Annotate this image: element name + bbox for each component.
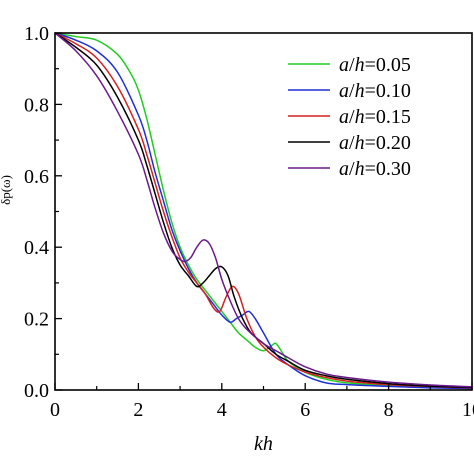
series-line-4 xyxy=(54,32,473,389)
legend-label: a/h=0.20 xyxy=(339,132,411,154)
y-tick-label: 0.8 xyxy=(24,94,49,116)
plot-area xyxy=(54,32,473,390)
legend-label: a/h=0.10 xyxy=(339,80,411,102)
legend: a/h=0.05 a/h=0.10 a/h=0.15 a/h=0.20 a/h=0.30 xyxy=(288,54,411,180)
x-tick-label: 0 xyxy=(50,399,60,421)
y-tick-label: 0.2 xyxy=(24,309,49,331)
x-tick-label: 2 xyxy=(133,399,143,421)
x-axis: 0 2 4 6 8 10 xyxy=(50,383,474,421)
y-tick-label: 0.6 xyxy=(24,166,49,188)
legend-label: a/h=0.15 xyxy=(339,106,411,128)
x-axis-title: kh xyxy=(254,433,273,455)
y-axis-title: δp(ω) xyxy=(0,175,13,205)
x-tick-label: 8 xyxy=(384,399,394,421)
legend-label: a/h=0.30 xyxy=(339,158,411,180)
series-line-2 xyxy=(54,32,473,390)
y-tick-label: 1.0 xyxy=(24,23,49,45)
y-tick-label: 0.4 xyxy=(24,237,49,259)
series-line-5 xyxy=(54,32,473,388)
x-tick-label: 4 xyxy=(217,399,227,421)
x-tick-label: 10 xyxy=(462,399,474,421)
legend-label: a/h=0.05 xyxy=(339,54,411,76)
y-tick-label: 0.0 xyxy=(24,380,49,402)
y-axis: 0.0 0.2 0.4 0.6 0.8 1.0 xyxy=(24,23,62,402)
x-tick-label: 6 xyxy=(300,399,310,421)
series-line-3 xyxy=(54,32,473,389)
